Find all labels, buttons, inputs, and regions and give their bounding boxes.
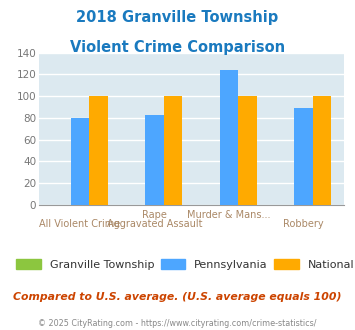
Bar — [89, 96, 108, 205]
Bar — [220, 70, 238, 205]
Text: Violent Crime Comparison: Violent Crime Comparison — [70, 40, 285, 54]
Bar — [294, 108, 313, 205]
Bar — [164, 96, 182, 205]
Bar — [238, 96, 257, 205]
Text: Aggravated Assault: Aggravated Assault — [107, 219, 202, 229]
Text: Murder & Mans...: Murder & Mans... — [187, 210, 271, 219]
Text: Robbery: Robbery — [283, 219, 324, 229]
Text: © 2025 CityRating.com - https://www.cityrating.com/crime-statistics/: © 2025 CityRating.com - https://www.city… — [38, 319, 317, 328]
Bar — [313, 96, 331, 205]
Bar — [145, 115, 164, 205]
Legend: Granville Township, Pennsylvania, National: Granville Township, Pennsylvania, Nation… — [16, 259, 354, 270]
Text: Rape: Rape — [142, 210, 167, 219]
Text: All Violent Crime: All Violent Crime — [39, 219, 121, 229]
Bar — [71, 118, 89, 205]
Text: 2018 Granville Township: 2018 Granville Township — [76, 10, 279, 25]
Text: Compared to U.S. average. (U.S. average equals 100): Compared to U.S. average. (U.S. average … — [13, 292, 342, 302]
